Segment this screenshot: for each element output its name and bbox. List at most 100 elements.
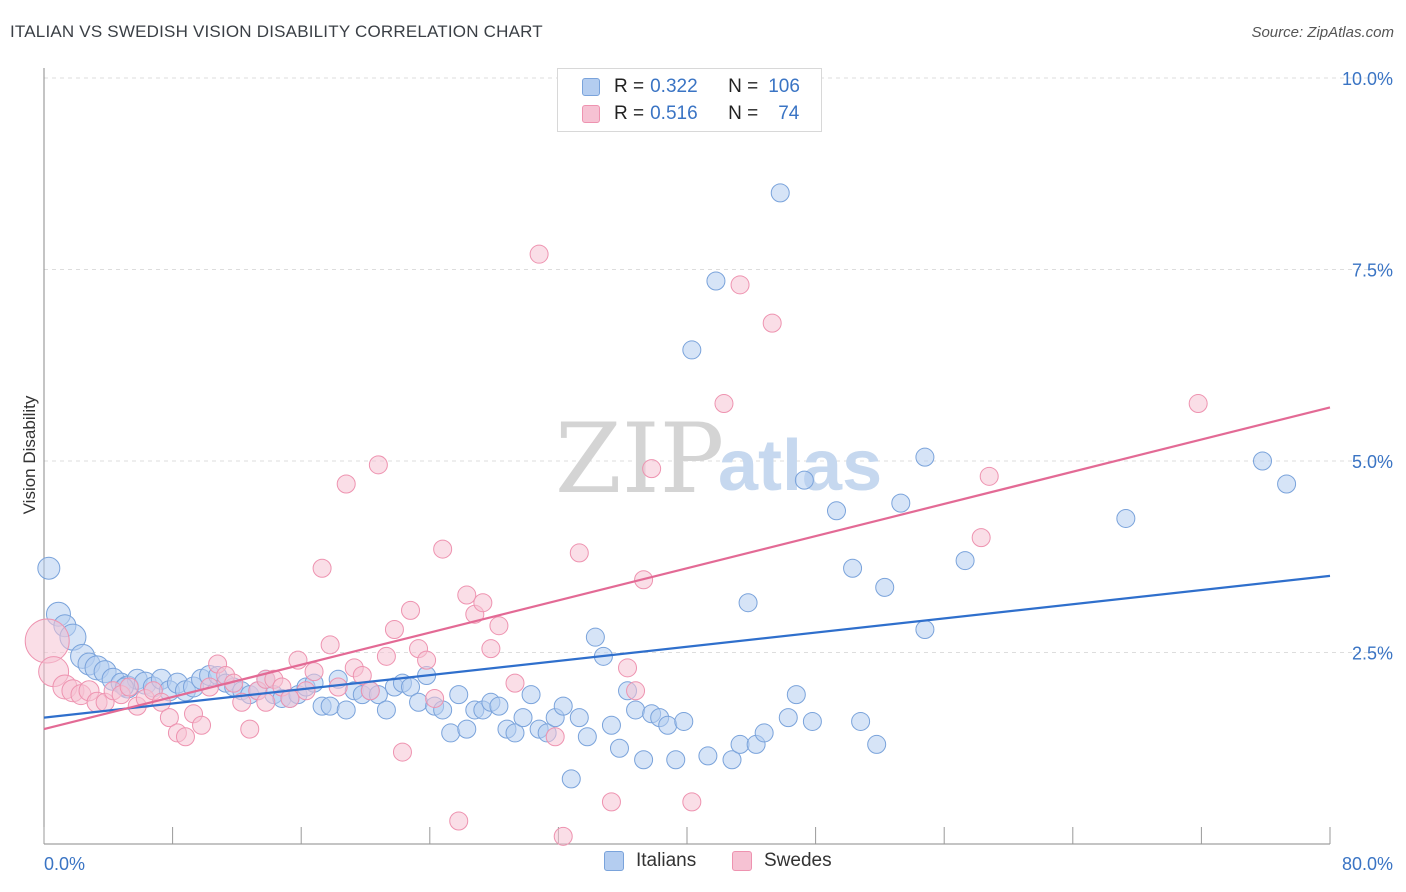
- data-point-italians: [915, 447, 935, 467]
- data-point-swedes: [312, 558, 332, 578]
- data-point-swedes: [304, 662, 324, 682]
- data-point-italians: [561, 769, 581, 789]
- legend-item-italians: Italians: [604, 850, 696, 872]
- data-point-swedes: [360, 681, 380, 701]
- data-point-swedes: [545, 727, 565, 747]
- data-point-italians: [826, 501, 846, 521]
- data-point-italians: [674, 711, 694, 731]
- y-tick-label: 5.0%: [1352, 452, 1393, 472]
- data-point-italians: [336, 700, 356, 720]
- data-point-swedes: [626, 681, 646, 701]
- data-point-swedes: [642, 459, 662, 479]
- data-point-swedes: [336, 474, 356, 494]
- swedes-r-label: R =: [614, 103, 645, 124]
- data-point-italians: [915, 620, 935, 640]
- data-point-italians: [770, 183, 790, 203]
- data-point-italians: [658, 715, 678, 735]
- data-point-italians: [320, 696, 340, 716]
- data-point-italians: [754, 723, 774, 743]
- data-point-italians: [609, 738, 629, 758]
- italians-legend-label: Italians: [636, 850, 697, 871]
- swedes-legend-label: Swedes: [764, 850, 832, 871]
- swedes-n-value: 74: [778, 103, 800, 124]
- data-point-italians: [891, 493, 911, 513]
- data-point-swedes: [119, 677, 139, 697]
- trend-line-italians: [43, 574, 1331, 719]
- data-point-italians: [955, 551, 975, 571]
- data-point-swedes: [425, 688, 445, 708]
- data-point-italians: [441, 723, 461, 743]
- data-point-swedes: [489, 616, 509, 636]
- data-point-italians: [489, 696, 509, 716]
- data-point-italians: [553, 696, 573, 716]
- data-point-swedes: [762, 313, 782, 333]
- swedes-n-label: N =: [728, 103, 759, 124]
- data-point-swedes: [417, 650, 437, 670]
- data-point-swedes: [481, 639, 501, 659]
- data-point-italians: [37, 556, 61, 580]
- trend-lines: [43, 406, 1331, 731]
- data-point-swedes: [320, 635, 340, 655]
- data-point-swedes: [392, 742, 412, 762]
- tick-labels: 2.5% 5.0% 7.5% 10.0% 0.0% 80.0%: [44, 69, 1393, 874]
- data-point-italians: [505, 723, 525, 743]
- data-point-swedes: [682, 792, 702, 812]
- x-tick-label-min: 0.0%: [44, 854, 85, 874]
- data-point-swedes: [376, 646, 396, 666]
- legend-row-italians: R = 0.322 N = 106: [582, 75, 800, 99]
- data-point-italians: [682, 340, 702, 360]
- italians-n-value: 106: [768, 76, 800, 97]
- italians-r-value: 0.322: [650, 76, 698, 97]
- data-point-swedes: [529, 244, 549, 264]
- data-point-swedes: [296, 681, 316, 701]
- data-point-italians: [794, 470, 814, 490]
- data-point-swedes: [971, 528, 991, 548]
- italians-swatch: [582, 78, 600, 96]
- data-point-italians: [521, 685, 541, 705]
- data-point-swedes: [505, 673, 525, 693]
- chart-title: ITALIAN VS SWEDISH VISION DISABILITY COR…: [10, 22, 543, 41]
- source-label: Source: ZipAtlas.com: [1251, 24, 1394, 41]
- swedes-legend-swatch: [732, 851, 752, 871]
- data-point-swedes: [473, 593, 493, 613]
- data-point-italians: [843, 558, 863, 578]
- data-point-swedes: [730, 275, 750, 295]
- swedes-r-value: 0.516: [650, 103, 698, 124]
- data-point-italians: [738, 593, 758, 613]
- legend-item-swedes: Swedes: [732, 850, 832, 872]
- data-point-swedes: [384, 620, 404, 640]
- data-point-swedes: [433, 539, 453, 559]
- y-tick-label: 7.5%: [1352, 261, 1393, 281]
- data-point-italians: [706, 271, 726, 291]
- data-point-swedes: [192, 715, 212, 735]
- data-point-italians: [376, 700, 396, 720]
- stats-legend: R = 0.322 N = 106 R = 0.516 N = 74: [557, 68, 822, 132]
- y-tick-label: 2.5%: [1352, 644, 1393, 664]
- data-point-swedes: [457, 585, 477, 605]
- data-point-swedes: [352, 665, 372, 685]
- data-point-swedes: [401, 600, 421, 620]
- y-tick-label: 10.0%: [1342, 69, 1393, 89]
- data-point-italians: [1116, 508, 1136, 528]
- watermark-atlas: atlas: [718, 426, 882, 506]
- data-point-italians: [409, 692, 429, 712]
- data-point-swedes: [618, 658, 638, 678]
- data-point-italians: [1252, 451, 1272, 471]
- data-point-swedes: [240, 719, 260, 739]
- data-point-swedes: [175, 727, 195, 747]
- data-point-swedes: [979, 466, 999, 486]
- data-point-swedes: [714, 394, 734, 414]
- data-point-swedes: [553, 826, 573, 846]
- data-point-italians: [449, 685, 469, 705]
- data-point-italians: [1277, 474, 1297, 494]
- data-point-swedes: [1188, 394, 1208, 414]
- series-legend: Italians Swedes: [0, 850, 1406, 878]
- data-point-italians: [569, 708, 589, 728]
- data-point-swedes: [569, 543, 589, 563]
- watermark: ZIP atlas: [555, 403, 882, 515]
- data-point-italians: [802, 711, 822, 731]
- data-point-italians: [585, 627, 605, 647]
- x-tick-label-max: 80.0%: [1342, 854, 1393, 874]
- data-point-swedes: [601, 792, 621, 812]
- data-point-swedes: [24, 618, 70, 664]
